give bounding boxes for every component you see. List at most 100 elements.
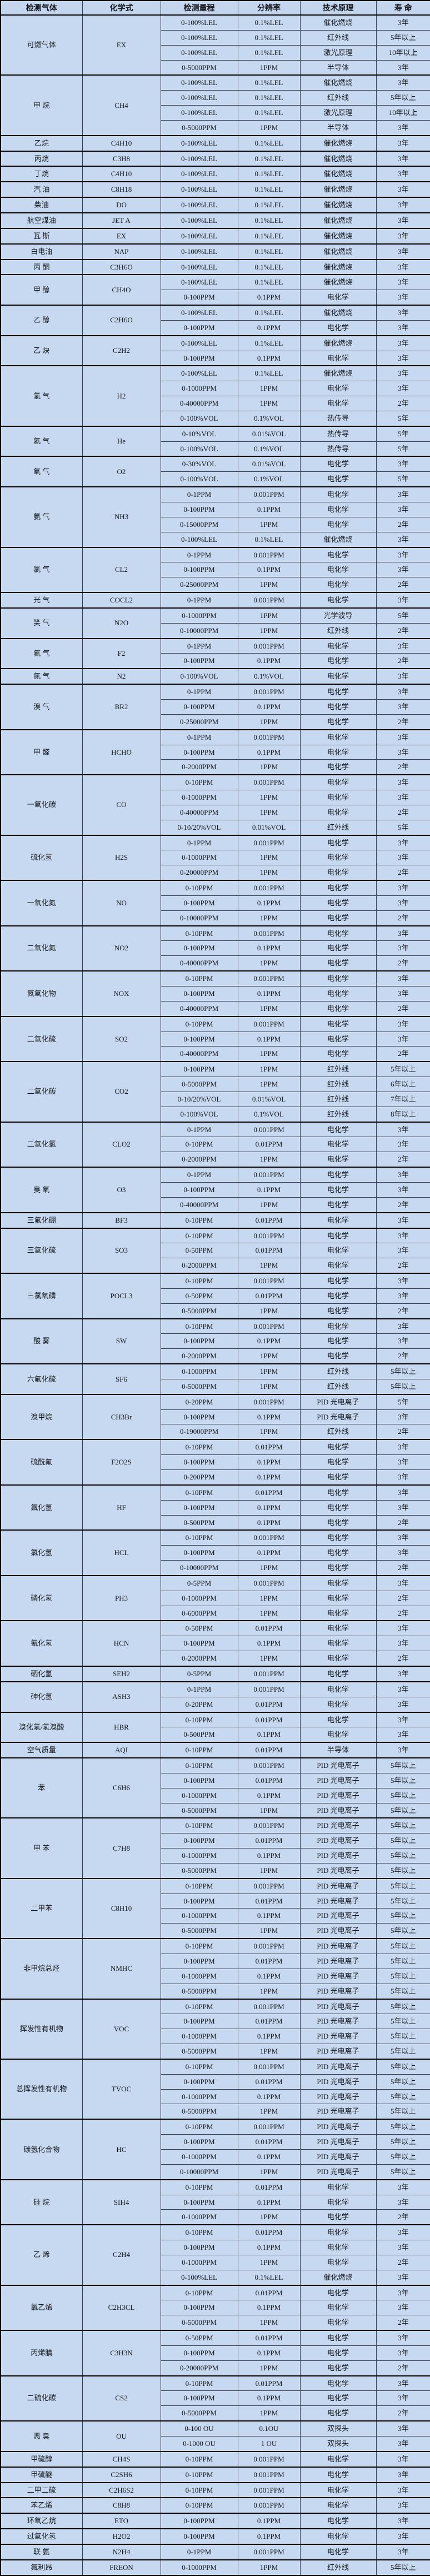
principle-cell: 电化学 bbox=[299, 396, 377, 411]
table-row: 0-5000PPM 1PPM 电化学 2年 bbox=[1, 1303, 430, 1319]
gas-name-cell: 环氧乙烷 bbox=[0, 2513, 83, 2529]
principle-cell: PID 光电离子 bbox=[299, 1968, 377, 1984]
range-cell: 0-1PPM bbox=[160, 546, 238, 563]
table-row: 0-5000PPM 1PPM 电化学 2年 bbox=[1, 2315, 430, 2331]
principle-cell: 电化学 bbox=[299, 1152, 377, 1168]
table-row: 0-40000PPM 1PPM 电化学 2年 bbox=[1, 1000, 430, 1017]
formula-cell: AQI bbox=[82, 1742, 161, 1758]
lifespan-cell: 3年 bbox=[376, 134, 430, 152]
principle-cell: 电化学 bbox=[299, 2240, 377, 2255]
principle-cell: 催化燃烧 bbox=[299, 365, 377, 382]
range-cell: 0-5000PPM bbox=[160, 119, 238, 136]
resolution-cell: 0.001PPM bbox=[237, 925, 301, 941]
table-row: 0-10/20%VOL 0.01%VOL 红外线 5年 bbox=[1, 819, 430, 836]
lifespan-cell: 5年以上 bbox=[376, 1998, 430, 2015]
principle-cell: 电化学 bbox=[299, 2194, 377, 2210]
lifespan-cell: 5年以上 bbox=[376, 2134, 430, 2150]
table-row: 0-100%LEL 0.1%LEL 红外线 5年以上 bbox=[1, 29, 430, 46]
resolution-cell: 1PPM bbox=[237, 2209, 301, 2225]
formula-cell: ASH3 bbox=[82, 1681, 161, 1712]
range-cell: 0-50PPM bbox=[160, 1243, 238, 1259]
gas-name-cell: 乙 醇 bbox=[0, 305, 83, 336]
gas-name-cell: 甲硫醚 bbox=[0, 2466, 83, 2483]
gas-name-cell: 白电油 bbox=[0, 243, 83, 260]
range-cell: 0-10PPM bbox=[160, 1817, 238, 1834]
formula-cell: NAP bbox=[82, 243, 161, 260]
range-cell: 0-10PPM bbox=[160, 1529, 238, 1546]
resolution-cell: 0.001PPM bbox=[237, 486, 301, 503]
resolution-cell: 1PPM bbox=[237, 1378, 301, 1395]
resolution-cell: 0.1%VOL bbox=[237, 441, 301, 457]
lifespan-cell: 5年 bbox=[376, 471, 430, 487]
lifespan-cell: 3年 bbox=[376, 986, 430, 1001]
resolution-cell: 0.001PPM bbox=[237, 546, 301, 563]
gas-name-cell: 二甲二硫 bbox=[0, 2482, 83, 2498]
principle-cell: 催化燃烧 bbox=[299, 335, 377, 351]
principle-cell: 电化学 bbox=[299, 1575, 377, 1591]
lifespan-cell: 2年 bbox=[376, 2405, 430, 2421]
table-row: 硫酰氟 F2O2S 0-10PPM 0.01PPM 电化学 3年 bbox=[0, 1439, 430, 1486]
lifespan-cell: 3年 bbox=[376, 592, 430, 609]
principle-cell: 电化学 bbox=[299, 2466, 377, 2483]
lifespan-cell: 3年 bbox=[376, 1665, 430, 1682]
gas-name-cell: 砷化氢 bbox=[0, 1681, 83, 1712]
lifespan-cell: 2年 bbox=[376, 622, 430, 639]
range-cell: 0-1PPM bbox=[160, 1167, 238, 1183]
lifespan-cell: 5年以上 bbox=[376, 2149, 430, 2165]
lifespan-cell: 2年 bbox=[376, 516, 430, 532]
lifespan-cell: 3年 bbox=[376, 2269, 430, 2286]
principle-cell: PID 光电离子 bbox=[299, 2058, 377, 2075]
resolution-cell: 0.001PPM bbox=[237, 2450, 301, 2468]
principle-cell: PID 光电离子 bbox=[299, 1802, 377, 1818]
table-row: 0-5000PPM 1PPM 红外线 5年以上 bbox=[1, 1378, 430, 1395]
range-cell: 0-10PPM bbox=[160, 970, 238, 987]
principle-cell: 电化学 bbox=[299, 2360, 377, 2376]
table-row: 0-50PPM 0.01PPM 电化学 3年 bbox=[1, 1288, 430, 1304]
table-row: 非甲烷总烃 NMHC 0-10PPM 0.001PPM PID 光电离子 5年以上 bbox=[0, 1938, 430, 2000]
gas-name-cell: 汽 油 bbox=[0, 181, 83, 198]
table-row: 0-1000PPM 0.1PPM PID 光电离子 5年以上 bbox=[1, 1968, 430, 1984]
range-cell: 0-1000PPM bbox=[160, 2149, 238, 2165]
resolution-cell: 1PPM bbox=[237, 2044, 301, 2060]
formula-cell: C7H8 bbox=[82, 1817, 161, 1879]
principle-cell: PID 光电离子 bbox=[299, 2029, 377, 2045]
table-row: 0-5000PPM 1PPM PID 光电离子 5年以上 bbox=[1, 1983, 430, 2000]
formula-cell: C2H2 bbox=[82, 335, 161, 366]
lifespan-cell: 3年 bbox=[376, 1318, 430, 1334]
lifespan-cell: 2年 bbox=[376, 955, 430, 971]
table-row: 苯 C6H6 0-10PPM 0.001PPM PID 光电离子 5年以上 bbox=[0, 1757, 430, 1818]
resolution-cell: 0.01PPM bbox=[237, 2179, 301, 2195]
lifespan-cell: 5年以上 bbox=[376, 1363, 430, 1379]
table-row: 白电油 NAP 0-100%LEL 0.1%LEL 催化燃烧 3年 bbox=[0, 243, 430, 260]
lifespan-cell: 3年 bbox=[376, 2528, 430, 2545]
lifespan-cell: 3年 bbox=[376, 744, 430, 760]
table-row: 0-100PPM 0.1PPM 电化学 3年 bbox=[1, 1031, 430, 1047]
resolution-cell: 0.1PPM bbox=[237, 2300, 301, 2316]
lifespan-cell: 3年 bbox=[376, 2543, 430, 2560]
gas-name-cell: 硫酰氟 bbox=[0, 1439, 83, 1486]
lifespan-cell: 3年 bbox=[376, 14, 430, 31]
table-row: 溴 气 BR2 0-1PPM 0.001PPM 电化学 3年 bbox=[0, 684, 430, 730]
lifespan-cell: 3年 bbox=[376, 320, 430, 336]
lifespan-cell: 2年 bbox=[376, 1046, 430, 1062]
lifespan-cell: 2年 bbox=[376, 396, 430, 411]
range-cell: 0-1PPM bbox=[160, 637, 238, 654]
gas-name-cell: 二硫化碳 bbox=[0, 2375, 83, 2421]
lifespan-cell: 3年 bbox=[376, 1212, 430, 1228]
resolution-cell: 0.1%LEL bbox=[237, 44, 301, 61]
lifespan-cell: 3年 bbox=[376, 150, 430, 167]
resolution-cell: 0.1PPM bbox=[237, 1545, 301, 1561]
gas-name-cell: 甲 烷 bbox=[0, 74, 83, 136]
resolution-cell: 1PPM bbox=[237, 2104, 301, 2120]
gas-name-cell: 二甲苯 bbox=[0, 1877, 83, 1939]
resolution-cell: 0.001PPM bbox=[237, 637, 301, 654]
formula-cell: EX bbox=[82, 14, 161, 76]
range-cell: 0-10000PPM bbox=[160, 1560, 238, 1576]
principle-cell: 电化学 bbox=[299, 2390, 377, 2406]
lifespan-cell: 3年 bbox=[376, 531, 430, 548]
gas-name-cell: 丙烷 bbox=[0, 150, 83, 167]
gas-name-cell: 三氯氧磷 bbox=[0, 1273, 83, 1319]
resolution-cell: 0.1PPM bbox=[237, 895, 301, 911]
resolution-cell: 1PPM bbox=[237, 2405, 301, 2421]
table-row: 0-10000PPM 1PPM PID 光电离子 5年以上 bbox=[1, 2164, 430, 2180]
